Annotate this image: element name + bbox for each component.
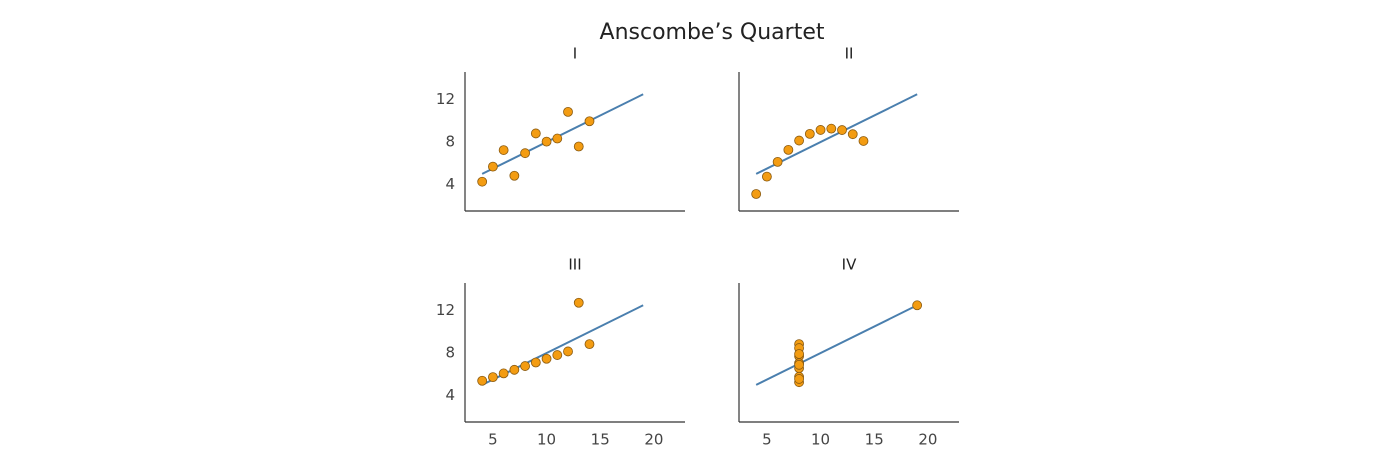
point — [804, 128, 815, 139]
point — [563, 346, 573, 357]
point — [552, 350, 563, 360]
point — [772, 156, 783, 167]
x-tick-label: 5 — [488, 431, 498, 449]
point — [847, 129, 858, 140]
point — [563, 106, 573, 117]
point — [530, 128, 541, 139]
point — [509, 364, 520, 375]
point — [794, 135, 804, 146]
figure-title: Anscombe’s Quartet — [600, 20, 825, 45]
x-tick-label: 20 — [918, 431, 937, 449]
point — [552, 133, 563, 144]
point — [509, 170, 520, 181]
point — [573, 297, 584, 308]
subplot-title: IV — [842, 256, 857, 274]
point — [488, 161, 498, 172]
point — [584, 339, 595, 350]
fit-line — [755, 304, 918, 386]
y-tick-label: 12 — [436, 301, 455, 319]
x-tick-label: 20 — [644, 431, 663, 449]
x-tick-label: 15 — [865, 431, 884, 449]
point — [762, 171, 772, 182]
point — [488, 372, 498, 383]
fit-line — [755, 93, 918, 175]
fit-line — [481, 93, 644, 175]
point — [794, 359, 804, 370]
point — [477, 375, 488, 386]
point — [477, 176, 488, 187]
point — [794, 374, 804, 384]
subplot-title: I — [573, 45, 577, 63]
point — [794, 349, 804, 359]
point — [498, 368, 509, 379]
y-tick-label: 12 — [436, 90, 455, 108]
point — [573, 141, 584, 152]
y-tick-label: 4 — [445, 175, 455, 193]
point — [498, 145, 509, 155]
point — [530, 357, 541, 368]
x-tick-label: 5 — [762, 431, 772, 449]
point — [837, 125, 847, 135]
point — [826, 123, 837, 134]
point — [584, 116, 595, 127]
y-tick-label: 8 — [445, 133, 455, 151]
x-tick-label: 10 — [537, 431, 556, 449]
subplot-title: III — [568, 256, 581, 274]
fit-line — [481, 304, 644, 386]
point — [858, 136, 869, 146]
point — [815, 125, 826, 135]
x-tick-label: 10 — [811, 431, 830, 449]
point — [783, 144, 794, 155]
point — [541, 136, 552, 147]
subplot-title: II — [845, 45, 854, 63]
point — [751, 189, 762, 199]
y-tick-label: 8 — [445, 344, 455, 362]
point — [520, 148, 530, 159]
x-tick-label: 15 — [591, 431, 610, 449]
point — [912, 300, 923, 311]
point — [541, 353, 552, 364]
y-tick-label: 4 — [445, 386, 455, 404]
point — [520, 361, 530, 371]
